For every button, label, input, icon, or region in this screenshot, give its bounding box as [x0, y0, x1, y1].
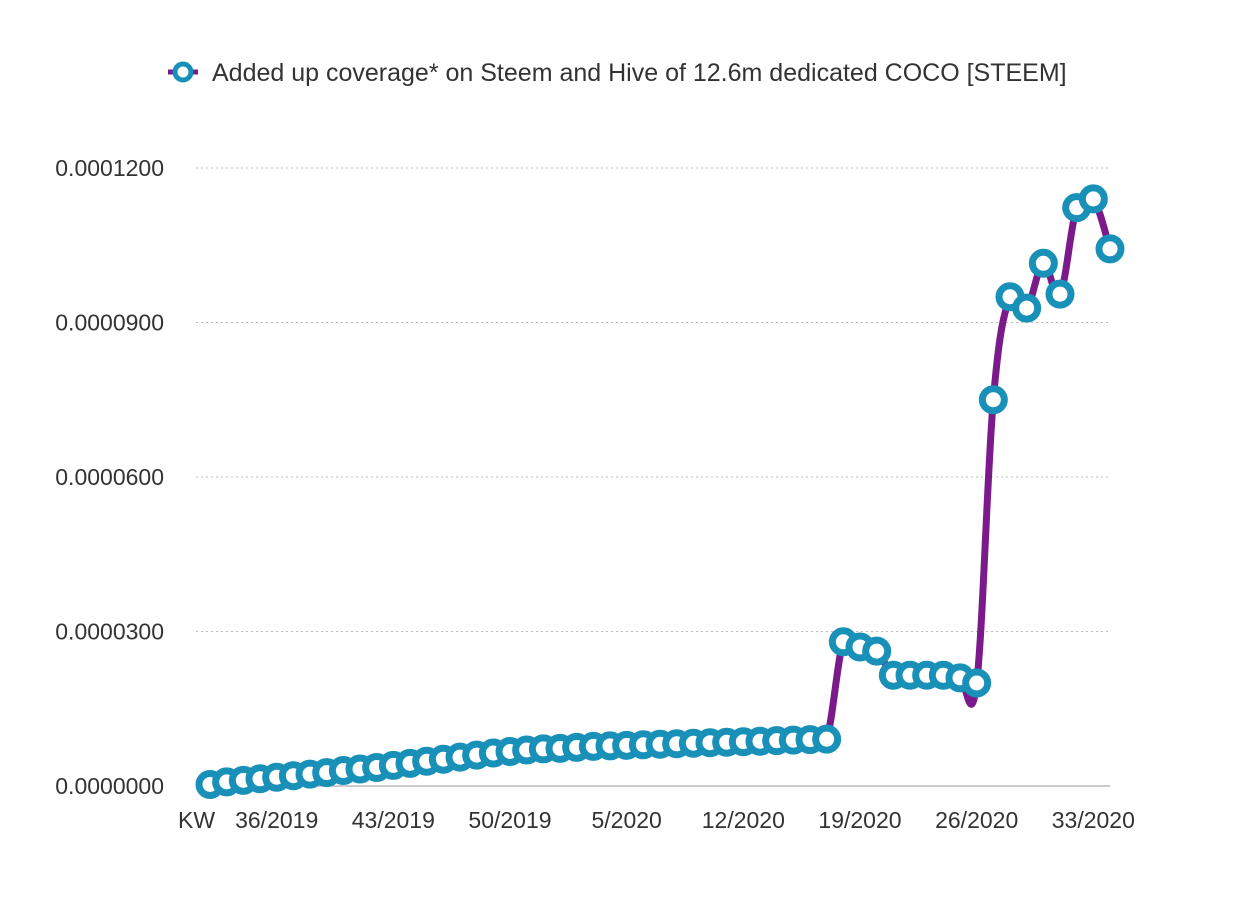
x-tick-label: 19/2020	[818, 807, 901, 833]
data-point	[978, 385, 1008, 415]
gridlines	[196, 167, 1110, 632]
x-axis-lead-label: KW	[178, 807, 215, 833]
x-tick-label: 12/2020	[702, 807, 785, 833]
y-tick-label: 0.0000900	[55, 310, 164, 336]
data-point	[812, 724, 842, 754]
x-tick-label: 36/2019	[235, 807, 318, 833]
data-point	[1012, 293, 1042, 323]
x-tick-label: 26/2020	[935, 807, 1018, 833]
x-tick-label: 5/2020	[591, 807, 661, 833]
legend-marker-swatch	[172, 61, 194, 83]
data-point	[1028, 248, 1058, 278]
data-point	[1078, 184, 1108, 214]
x-tick-label: 50/2019	[468, 807, 551, 833]
x-tick-label: 43/2019	[352, 807, 435, 833]
legend-label: Added up coverage* on Steem and Hive of …	[212, 59, 1067, 87]
y-tick-label: 0.0001200	[55, 155, 164, 181]
x-tick-label: 33/2020	[1052, 807, 1135, 833]
x-axis: KW 36/2019 43/2019 50/2019 5/2020 12/2020 19/…	[178, 785, 1135, 833]
y-tick-label: 0.0000600	[55, 464, 164, 490]
y-tick-label: 0.0000000	[55, 773, 164, 799]
legend: Added up coverage* on Steem and Hive of …	[168, 59, 1067, 87]
data-point	[1095, 234, 1125, 264]
data-point	[1045, 279, 1075, 309]
data-point	[962, 668, 992, 698]
data-point	[862, 636, 892, 666]
y-axis: 0.0000000 0.0000300 0.0000600 0.0000900 0.00…	[55, 155, 164, 799]
series-points	[195, 184, 1125, 799]
y-tick-label: 0.0000300	[55, 619, 164, 645]
